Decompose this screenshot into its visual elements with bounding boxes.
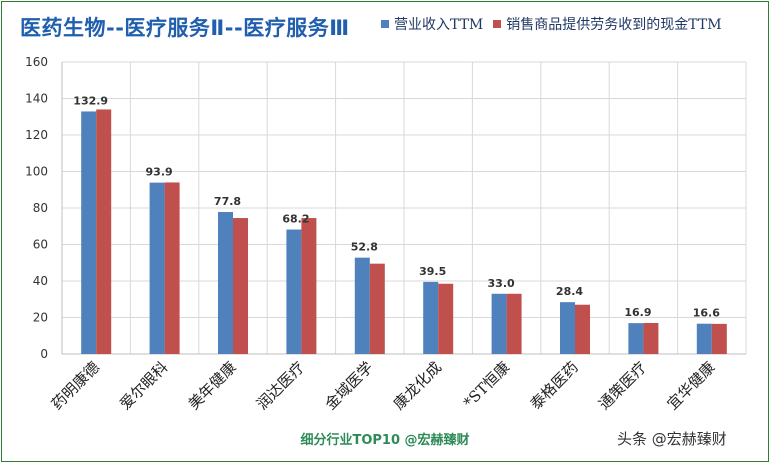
bar-series2 [96, 109, 112, 354]
x-tick-label: *ST恒康 [460, 358, 514, 412]
legend-label-series2: 销售商品提供劳务收到的现金TTM [506, 17, 722, 33]
x-tick-label: 泰格医药 [527, 358, 582, 413]
legend-label-series1: 营业收入TTM [394, 17, 484, 33]
bar-series2 [711, 323, 727, 354]
bar-series1 [286, 229, 302, 354]
bar-series2 [506, 293, 522, 354]
chart-title: 医药生物--医疗服务Ⅱ--医疗服务Ⅲ [20, 16, 350, 40]
bar-series2 [575, 304, 590, 354]
data-label: 39.5 [419, 265, 446, 278]
bar-series2 [301, 218, 317, 354]
x-tick-label: 药明康德 [48, 358, 103, 413]
x-tick-label: 润达医疗 [253, 358, 308, 413]
data-label: 28.4 [556, 285, 583, 298]
footer-caption: 细分行业TOP10 @宏赫臻财 [300, 433, 470, 448]
data-label: 93.9 [146, 166, 173, 179]
bar-series1 [491, 293, 507, 354]
x-tick-label: 通策医疗 [595, 358, 650, 413]
bar-series2 [164, 182, 180, 354]
legend-item-series2: 销售商品提供劳务收到的现金TTM [493, 14, 722, 34]
y-tick-label: 160 [25, 55, 48, 69]
legend: 营业收入TTM 销售商品提供劳务收到的现金TTM [381, 14, 732, 34]
bar-series2 [438, 283, 454, 354]
y-tick-label: 140 [25, 92, 48, 106]
bar-series1 [696, 323, 712, 354]
x-tick-label: 金域医学 [321, 358, 376, 413]
x-tick-label: 美年健康 [185, 358, 240, 413]
data-label: 68.2 [282, 213, 309, 226]
y-tick-label: 40 [33, 274, 48, 288]
bar-series1 [354, 257, 370, 354]
y-tick-label: 60 [33, 238, 48, 252]
x-tick-label: 爱尔眼科 [116, 358, 171, 413]
y-tick-label: 80 [33, 201, 48, 215]
bar-series2 [643, 322, 659, 354]
data-label: 33.0 [488, 277, 515, 290]
data-label: 52.8 [351, 241, 378, 254]
bar-series2 [233, 218, 248, 354]
x-tick-label: 康龙化成 [390, 358, 445, 413]
bar-series2 [369, 263, 385, 354]
bar-series1 [560, 302, 575, 354]
x-tick-label: 宜华健康 [663, 358, 718, 413]
data-label: 16.9 [624, 306, 651, 319]
bar-series1 [149, 182, 165, 354]
legend-item-series1: 营业收入TTM [381, 14, 483, 34]
watermark: 头条 @宏赫臻财 [617, 430, 727, 448]
data-label: 77.8 [214, 195, 241, 208]
data-label: 16.6 [693, 307, 720, 320]
data-label: 132.9 [73, 94, 108, 107]
y-tick-label: 0 [40, 347, 48, 361]
bar-series1 [628, 323, 644, 354]
bar-series1 [423, 281, 439, 354]
y-tick-label: 20 [33, 311, 48, 325]
y-tick-label: 120 [25, 128, 48, 142]
legend-swatch-series1 [381, 20, 389, 28]
y-tick-label: 100 [25, 165, 48, 179]
bar-series1 [218, 212, 233, 354]
legend-swatch-series2 [493, 20, 502, 28]
bar-series1 [81, 111, 97, 355]
